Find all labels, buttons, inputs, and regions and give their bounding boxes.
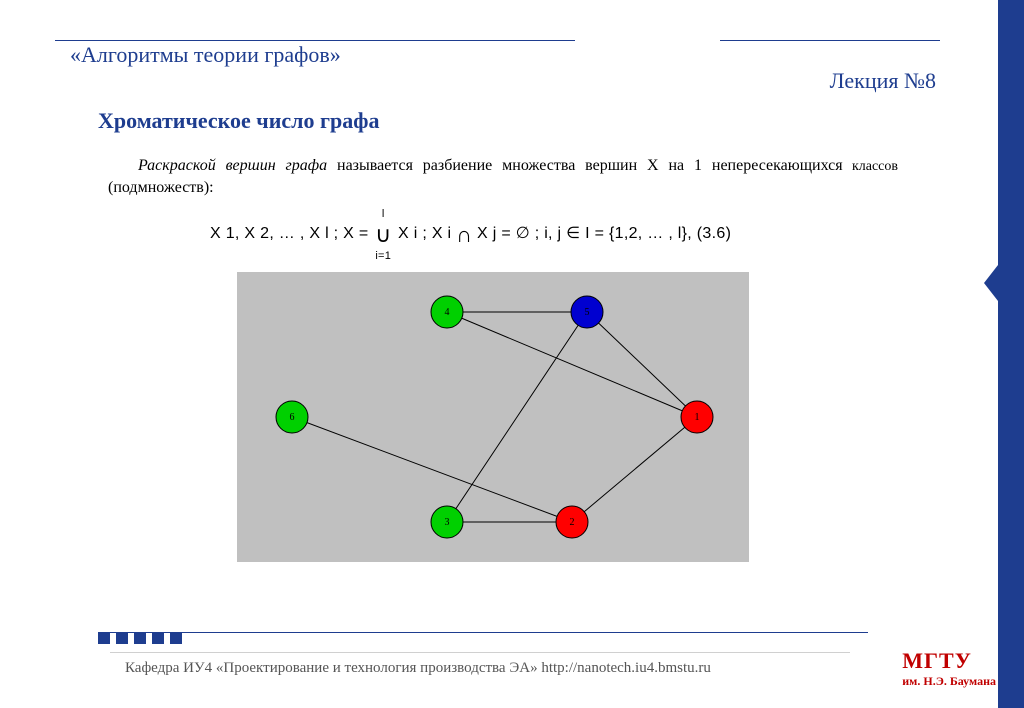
header-line-left bbox=[55, 40, 575, 41]
graph-edge bbox=[447, 312, 697, 417]
graph-node-label: 2 bbox=[570, 517, 575, 528]
formula: X 1, X 2, … , X l ; X = l∪i=1 X i ; X i … bbox=[210, 222, 731, 248]
formula-mid: X i ; X i bbox=[393, 225, 456, 242]
graph-edge bbox=[572, 417, 697, 522]
definition-rest: называется разбиение множества вершин X … bbox=[327, 157, 842, 174]
graph-edge bbox=[292, 417, 572, 522]
course-title: «Алгоритмы теории графов» bbox=[70, 42, 341, 68]
section-title: Хроматическое число графа bbox=[98, 108, 379, 134]
graph-node-label: 5 bbox=[585, 307, 590, 318]
header-line-right bbox=[720, 40, 940, 41]
footer-text: Кафедра ИУ4 «Проектирование и технология… bbox=[125, 660, 711, 677]
formula-left: X 1, X 2, … , X l ; X = bbox=[210, 225, 373, 242]
footer-square bbox=[116, 632, 128, 644]
footer-squares bbox=[98, 632, 182, 644]
graph-node-label: 3 bbox=[445, 517, 450, 528]
footer-square bbox=[170, 632, 182, 644]
graph-diagram: 1 2 3 4 5 6 bbox=[237, 272, 749, 562]
definition-tail: (подмножеств): bbox=[108, 179, 214, 196]
graph-edge bbox=[587, 312, 697, 417]
graph-node-label: 1 bbox=[695, 412, 700, 423]
footer-square bbox=[134, 632, 146, 644]
definition-classes: классов bbox=[843, 159, 898, 174]
footer-square bbox=[152, 632, 164, 644]
footer-square bbox=[98, 632, 110, 644]
lecture-number: Лекция №8 bbox=[830, 68, 936, 94]
graph-node-label: 4 bbox=[445, 307, 450, 318]
formula-right: X j = ∅ ; i, j ∈ I = {1,2, … , l}, (3.6) bbox=[472, 225, 731, 242]
mgtu-logo-text: МГТУ им. Н.Э. Баумана bbox=[902, 648, 996, 689]
mgtu-sub: им. Н.Э. Баумана bbox=[902, 674, 996, 689]
definition-term: Раскраской вершин графа bbox=[138, 157, 327, 174]
definition-paragraph: Раскраской вершин графа называется разби… bbox=[108, 155, 898, 198]
graph-edge bbox=[447, 312, 587, 522]
union-symbol: l∪i=1 bbox=[373, 222, 393, 248]
intersection-symbol: ∩ bbox=[456, 222, 472, 247]
footer-line bbox=[98, 632, 868, 633]
footer-line-2 bbox=[110, 652, 850, 653]
right-accent-band bbox=[998, 0, 1024, 708]
graph-node-label: 6 bbox=[290, 412, 295, 423]
mgtu-main: МГТУ bbox=[902, 648, 996, 674]
